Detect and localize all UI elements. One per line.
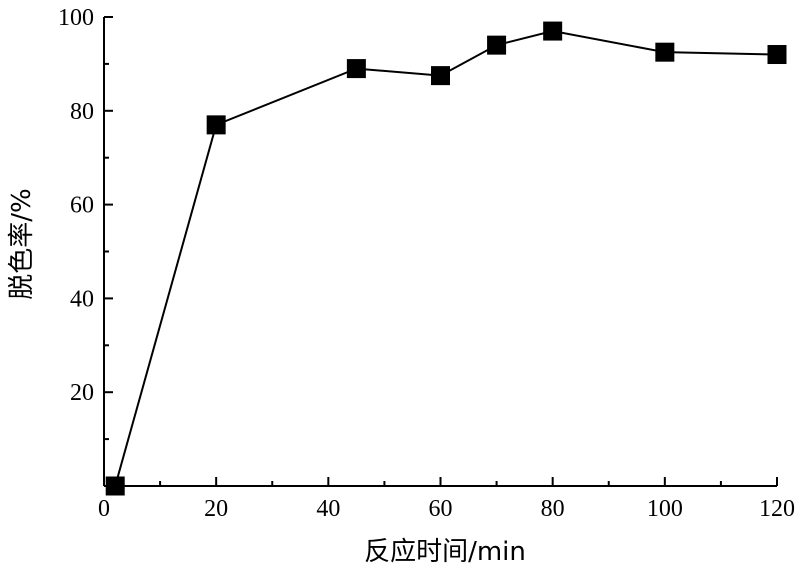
x-tick-label: 120	[759, 496, 795, 522]
x-tick-label: 40	[316, 496, 340, 522]
y-tick-label: 60	[70, 193, 94, 219]
y-tick-label: 20	[70, 380, 94, 406]
x-tick-label: 0	[98, 496, 110, 522]
y-tick-label: 80	[70, 99, 94, 125]
series-layer	[105, 21, 787, 496]
axes	[103, 17, 777, 487]
data-point-marker	[431, 66, 450, 86]
data-point-marker	[346, 59, 366, 79]
x-tick-label: 20	[204, 496, 228, 522]
y-axis-title: 脱色率/%	[7, 188, 37, 299]
x-ticks: 0 20 40 60 80 100 120	[98, 477, 795, 522]
x-axis-title: 反应时间/min	[364, 537, 526, 567]
y-tick-label: 40	[70, 286, 94, 312]
data-point-marker	[543, 21, 563, 41]
x-tick-label: 100	[647, 496, 683, 522]
data-point-marker	[655, 42, 675, 62]
series-line	[114, 30, 778, 487]
data-point-marker	[105, 476, 125, 496]
data-point-marker	[206, 115, 226, 135]
x-tick-label: 80	[541, 496, 565, 522]
x-tick-label: 60	[429, 496, 453, 522]
data-point-marker	[767, 45, 787, 65]
data-point-marker	[487, 35, 507, 55]
y-tick-label: 100	[58, 5, 94, 31]
y-ticks: 20 40 60 80 100	[58, 5, 113, 441]
